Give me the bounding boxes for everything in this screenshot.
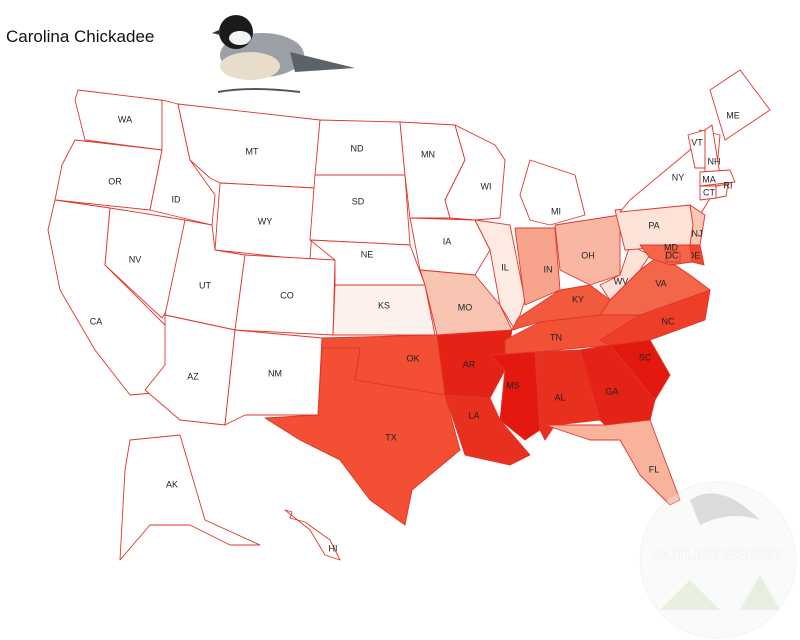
state-label: KS — [378, 300, 390, 310]
state-label: MT — [246, 146, 259, 156]
state-label: MI — [551, 206, 561, 216]
state-label: MO — [458, 302, 473, 312]
state-label: AR — [463, 359, 476, 369]
state-label: DE — [688, 250, 701, 260]
state-label: IA — [443, 236, 452, 246]
bird-illustration — [212, 15, 355, 93]
state-shape — [519, 159, 586, 226]
state-label: DC — [666, 250, 679, 260]
state-label: OK — [406, 353, 419, 363]
state-label: GA — [605, 386, 618, 396]
state-label: TX — [385, 432, 397, 442]
state-label: UT — [199, 280, 211, 290]
state-label: NV — [129, 254, 142, 264]
state-label: VA — [655, 278, 666, 288]
state-shape — [54, 139, 163, 211]
state-label: MA — [702, 174, 716, 184]
state-label: CA — [90, 316, 103, 326]
state-shape — [709, 69, 771, 141]
state-label: SD — [352, 196, 365, 206]
state-shape — [224, 329, 323, 426]
state-label: WV — [614, 276, 629, 286]
watermark-text: OUTLIFE EXPERT — [654, 547, 782, 564]
state-label: VT — [691, 137, 703, 147]
state-shape — [474, 219, 526, 331]
state-shape — [699, 169, 736, 187]
state-label: WI — [481, 181, 492, 191]
state-shape — [264, 347, 461, 526]
state-label: AK — [166, 479, 178, 489]
states: WA OR CA NV ID MT WY UT CO AZ NM ND SD NE KS OK TX MN IA MO… — [47, 69, 771, 561]
map-title: Carolina Chickadee — [6, 27, 154, 46]
state-label: NY — [672, 172, 685, 182]
state-label: NE — [361, 249, 374, 259]
state-shape — [444, 394, 531, 466]
state-label: OH — [581, 250, 595, 260]
state-label: AL — [554, 392, 565, 402]
state-label: MD — [664, 242, 678, 252]
state-label: IN — [544, 264, 553, 274]
state-label: FL — [649, 464, 660, 474]
state-label: NM — [268, 368, 282, 378]
state-shape — [409, 217, 491, 276]
state-shape — [665, 251, 681, 263]
state-label: OR — [108, 176, 122, 186]
state-label: CO — [280, 290, 294, 300]
state-label: AZ — [187, 371, 199, 381]
state-label: TN — [550, 332, 562, 342]
watermark: OUTLIFE EXPERT — [639, 481, 797, 639]
state-label: IL — [501, 262, 509, 272]
state-label: MN — [421, 149, 435, 159]
state-shape — [554, 214, 621, 286]
state-label: PA — [648, 220, 659, 230]
state-label: CT — [703, 187, 715, 197]
state-label: MS — [506, 380, 520, 390]
state-label: ND — [351, 143, 364, 153]
state-label: WA — [118, 114, 132, 124]
state-shape — [436, 329, 513, 399]
state-label: ME — [726, 110, 740, 120]
state-label: WY — [258, 216, 273, 226]
state-shape — [119, 434, 261, 561]
state-label: HI — [329, 543, 338, 553]
state-shape — [715, 183, 729, 199]
state-label: NH — [708, 156, 721, 166]
state-label: KY — [572, 294, 584, 304]
state-shape — [284, 509, 341, 561]
state-label: NC — [662, 316, 675, 326]
state-shape — [544, 419, 681, 506]
state-shape — [309, 174, 411, 246]
state-label: SC — [639, 352, 652, 362]
state-label: RI — [724, 180, 733, 190]
state-label: ID — [172, 194, 182, 204]
state-label: LA — [468, 410, 479, 420]
state-label: NJ — [692, 228, 703, 238]
